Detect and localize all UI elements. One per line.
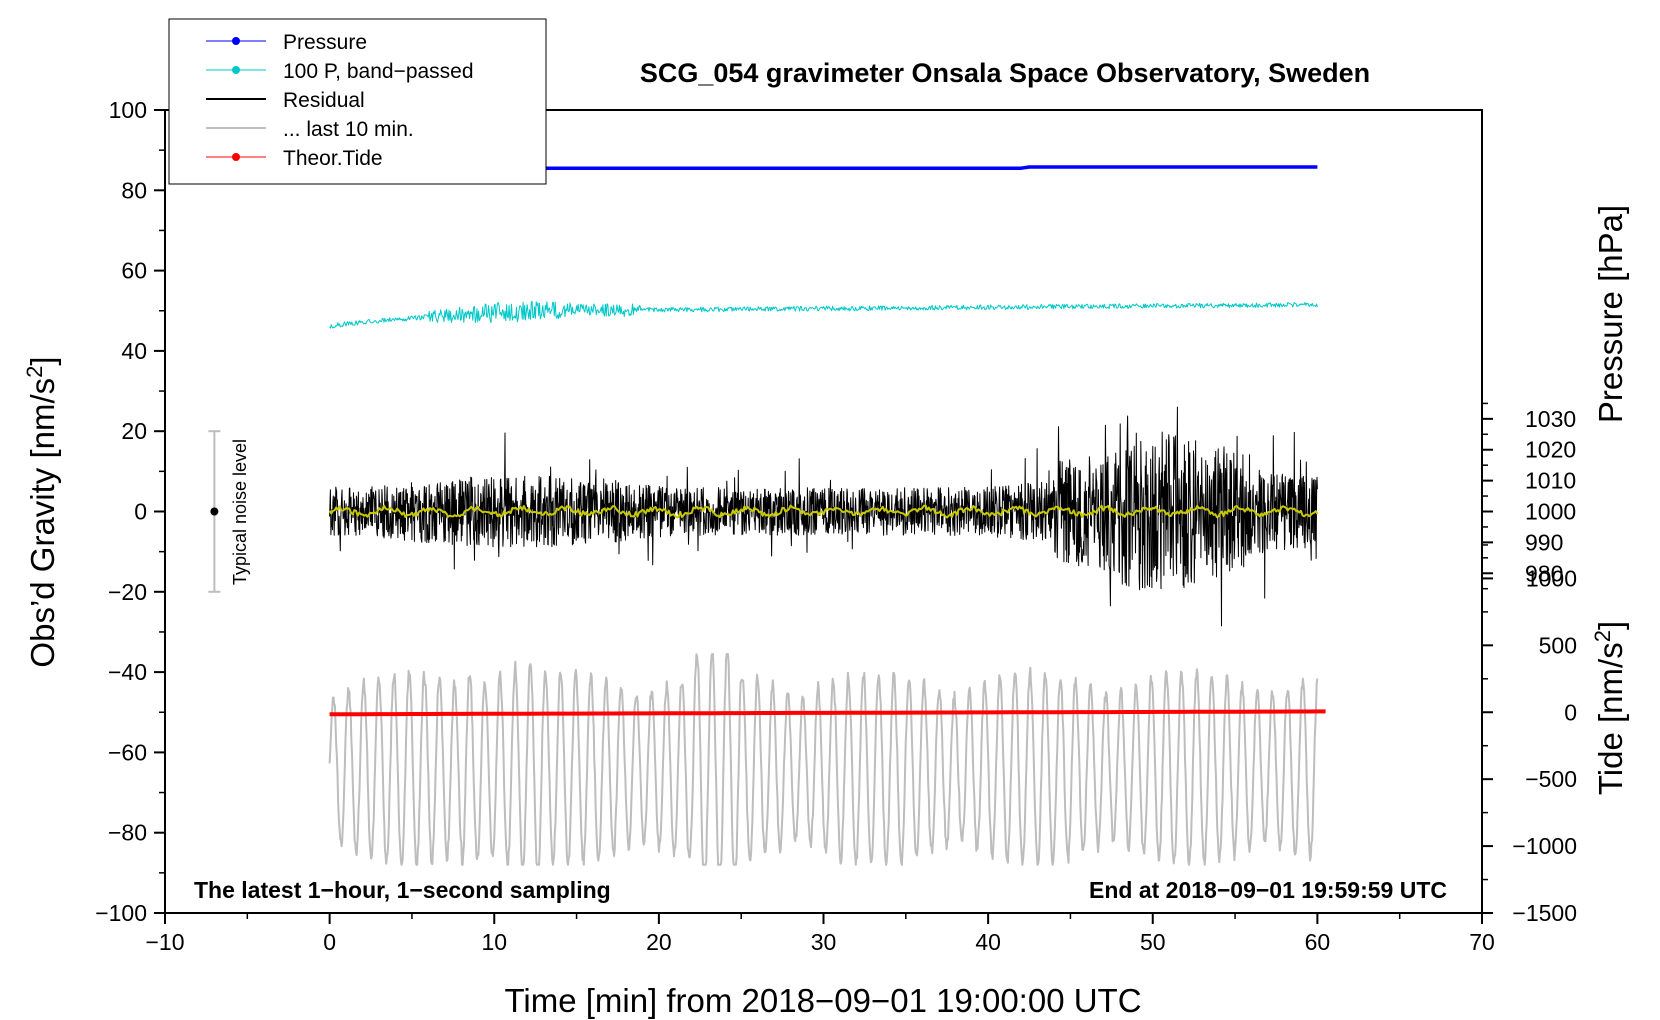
x-tick-label: 70 (1469, 929, 1495, 955)
tide-tick-label: −1000 (1512, 833, 1577, 859)
annotation-end-time: End at 2018−09−01 19:59:59 UTC (1089, 877, 1447, 903)
pressure-tick-label: 1000 (1525, 499, 1576, 525)
pressure-tick-label: 1010 (1525, 468, 1576, 494)
x-tick-label: 30 (811, 929, 837, 955)
tide-tick-label: 1000 (1526, 565, 1577, 591)
legend-label: Residual (283, 89, 365, 112)
tide-tick-label: 0 (1564, 699, 1577, 725)
y-tick-label: −80 (108, 820, 147, 846)
y-axis-label-tide-end: ] (1592, 621, 1629, 630)
chart-title: SCG_054 gravimeter Onsala Space Observat… (640, 58, 1370, 88)
noise-bar-center (210, 507, 219, 516)
y-axis-label-tide: Tide [nm/s2] (1590, 621, 1629, 795)
y-axis-label-main-end: ] (24, 356, 61, 365)
y-tick-label: −60 (108, 739, 147, 765)
x-tick-label: −10 (145, 929, 184, 955)
series-layer (328, 165, 1326, 866)
y-tick-label: −100 (95, 900, 147, 926)
legend: Pressure 100 P, band−passed Residual ... la… (168, 18, 547, 185)
x-tick-label: 0 (323, 929, 336, 955)
x-tick-label: 10 (481, 929, 507, 955)
annotation-sampling: The latest 1−hour, 1−second sampling (194, 877, 611, 903)
last-10-min-line (328, 653, 1319, 866)
y-tick-label: −20 (108, 579, 147, 605)
axes-layer: −10 0 10 20 30 40 50 60 70−100−80−60−40−20020406… (95, 97, 1577, 955)
residual-line (329, 406, 1318, 627)
y-axis-label-main-sup: 2 (22, 366, 47, 378)
pressure-tick-label: 980 (1525, 560, 1563, 586)
legend-swatch-marker (232, 153, 240, 161)
y-tick-label: 80 (121, 177, 147, 203)
legend-label: 100 P, band−passed (283, 60, 474, 83)
pressure-tick-label: 1030 (1525, 406, 1576, 432)
legend-swatch-marker (232, 66, 240, 74)
legend-label: Theor.Tide (283, 147, 383, 170)
x-axis-label: Time [min] from 2018−09−01 19:00:00 UTC (504, 982, 1141, 1019)
pressure-tick-label: 990 (1525, 529, 1563, 555)
legend-items: Pressure 100 P, band−passed Residual ... la… (206, 31, 474, 170)
y-tick-label: 40 (121, 338, 147, 364)
y-axis-label-main-text: Obs’d Gravity [nm/s (24, 378, 61, 668)
x-tick-label: 40 (975, 929, 1001, 955)
band-passed-pressure-line (329, 300, 1318, 329)
residual-smoothed-line (328, 504, 1319, 519)
y-tick-label: 60 (121, 258, 147, 284)
y-tick-label: 100 (109, 97, 147, 123)
y-tick-label: 20 (121, 418, 147, 444)
noise-level-label: Typical noise level (230, 439, 250, 585)
x-tick-label: 60 (1305, 929, 1331, 955)
y-tick-label: −40 (108, 659, 147, 685)
x-tick-label: 50 (1140, 929, 1166, 955)
y-axis-label-tide-sup: 2 (1590, 630, 1615, 642)
tide-tick-label: −500 (1525, 766, 1577, 792)
pressure-tick-label: 1020 (1525, 437, 1576, 463)
y-axis-label-pressure: Pressure [hPa] (1592, 205, 1629, 423)
theoretical-tide-line (329, 709, 1326, 717)
y-axis-label-main: Obs’d Gravity [nm/s2] (22, 356, 61, 667)
y-tick-label: 0 (134, 499, 147, 525)
x-tick-label: 20 (646, 929, 672, 955)
tide-tick-label: 500 (1539, 632, 1577, 658)
legend-label: ... last 10 min. (283, 118, 414, 141)
tide-tick-label: −1500 (1512, 900, 1577, 926)
y-axis-label-tide-text: Tide [nm/s (1592, 642, 1629, 795)
legend-swatch-marker (232, 37, 240, 45)
legend-label: Pressure (283, 31, 367, 54)
plot-frame (164, 109, 1483, 914)
